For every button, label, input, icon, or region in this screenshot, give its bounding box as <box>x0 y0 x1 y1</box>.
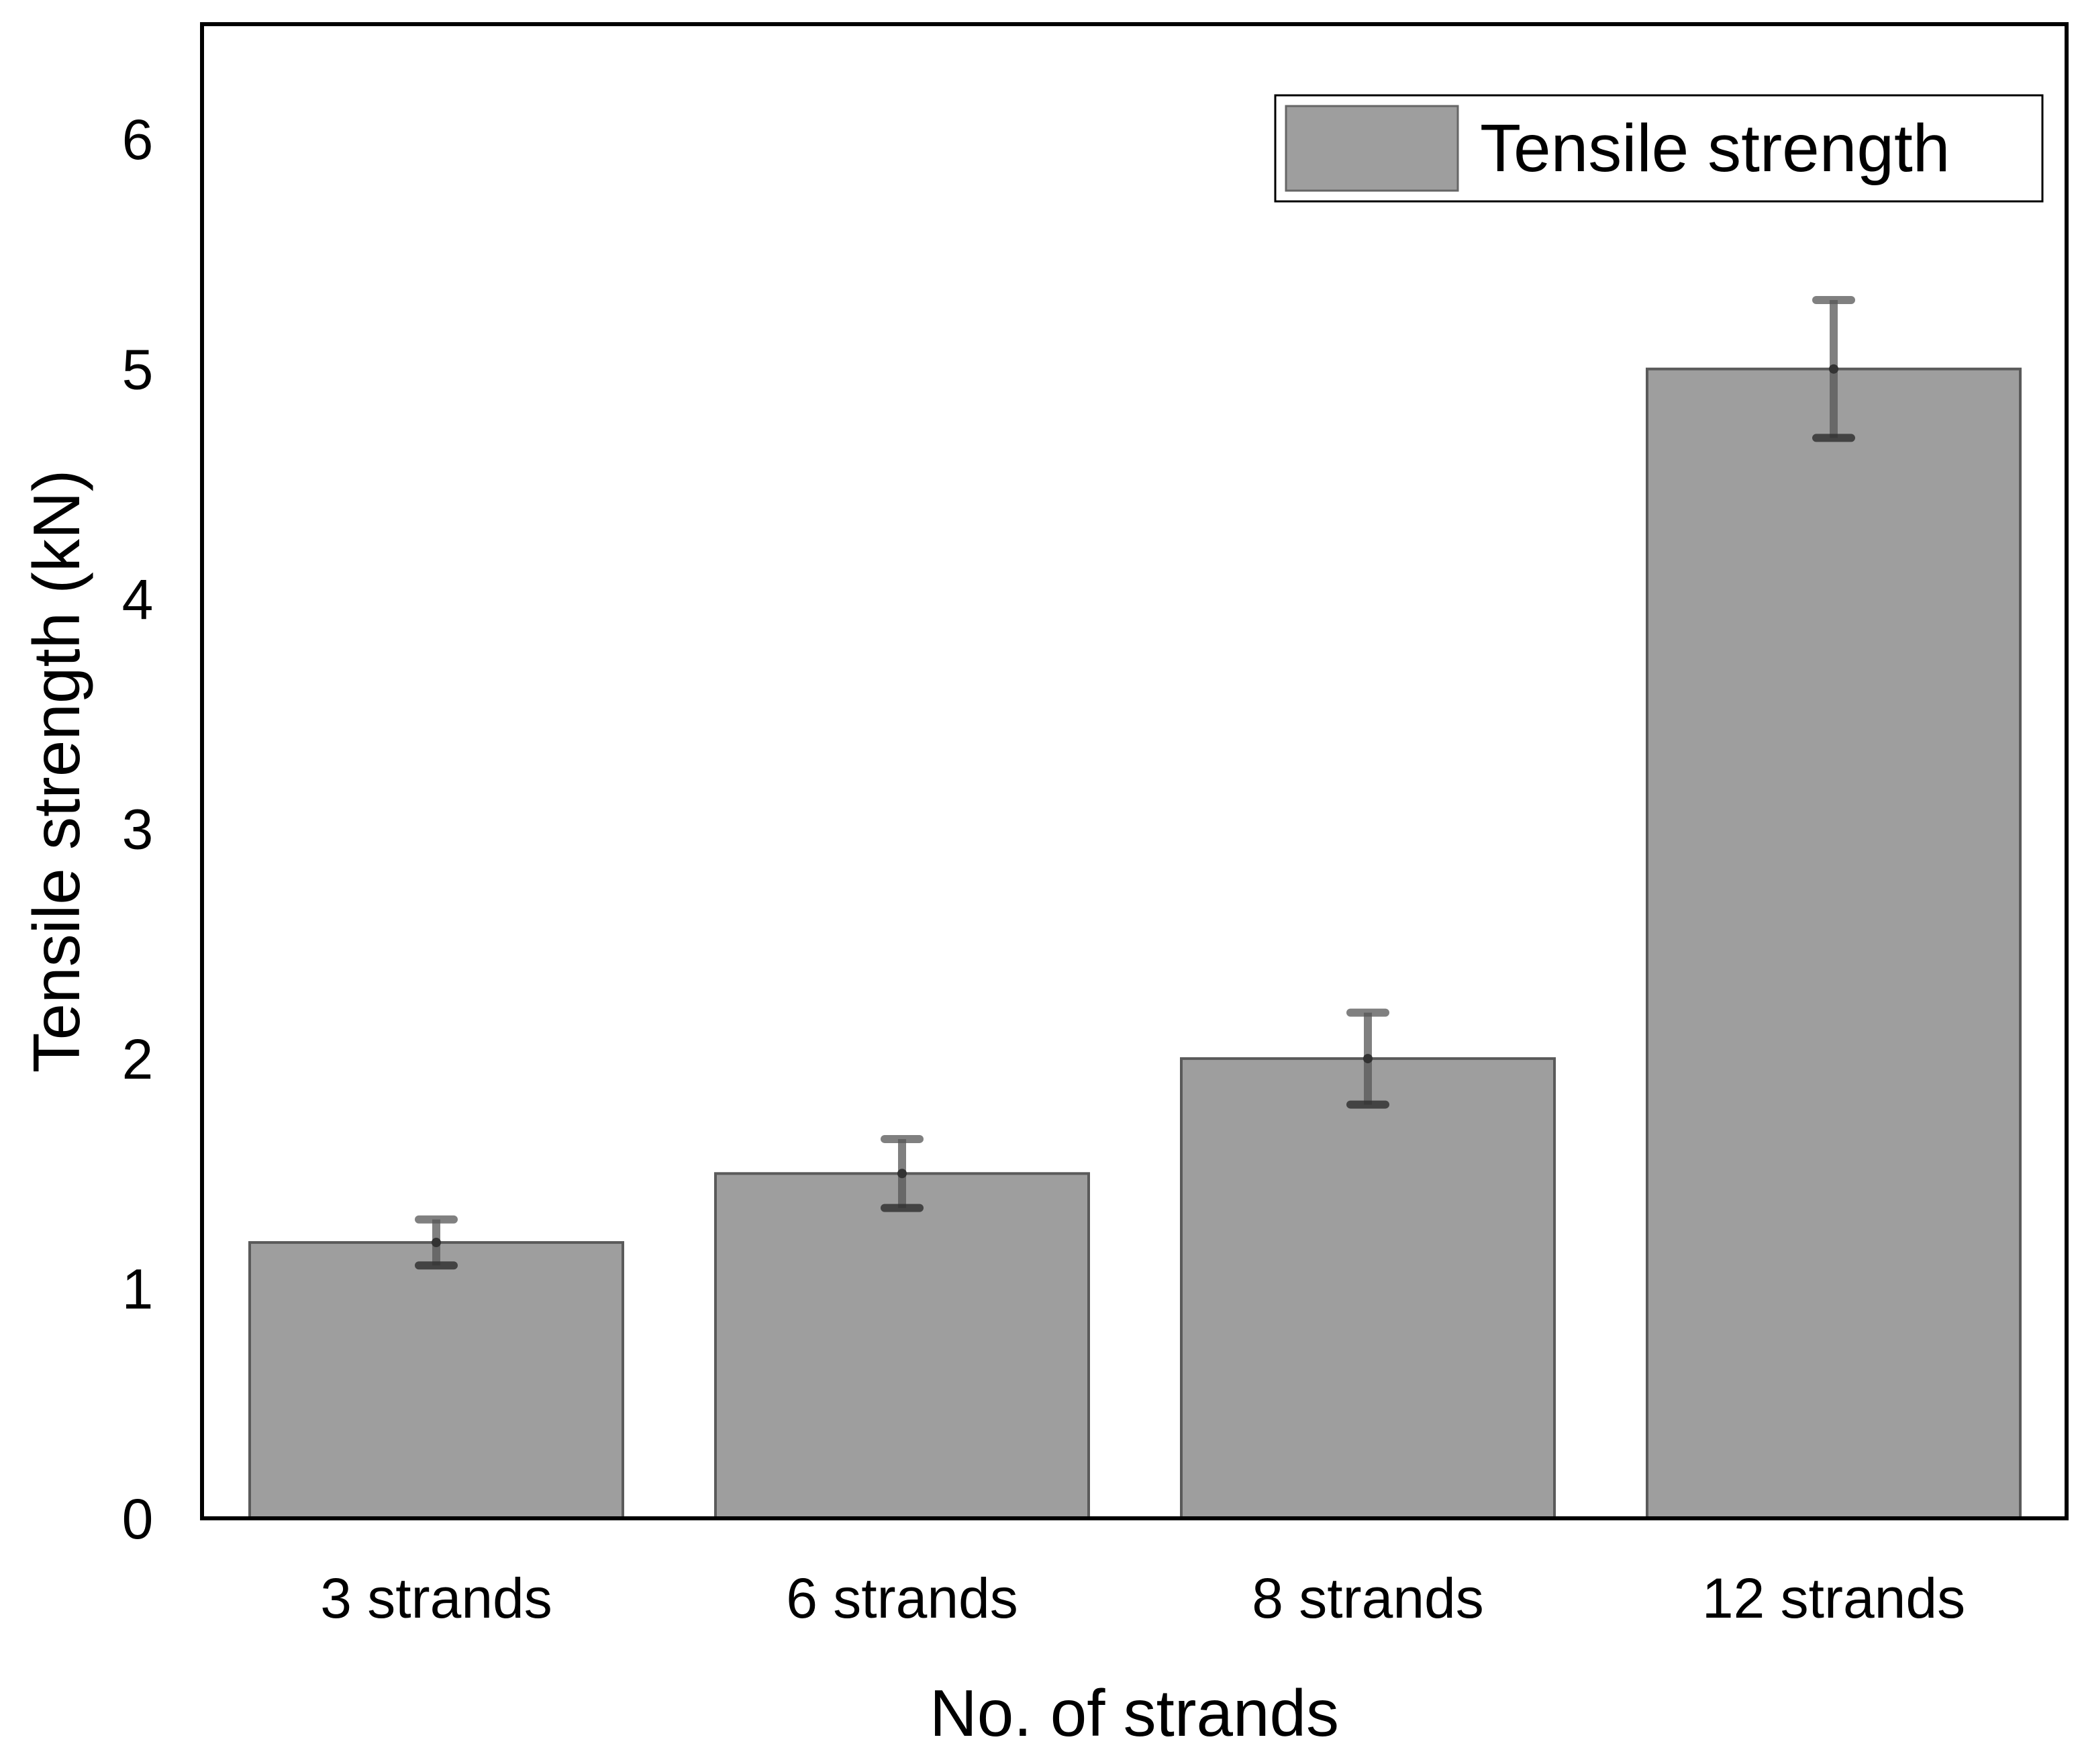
x-tick-labels: 3 strands 6 strands 8 strands 12 strands <box>320 1567 1965 1630</box>
error-bar-6-strands <box>881 1134 924 1212</box>
error-bar-3-strands <box>415 1215 458 1270</box>
error-bars-layer <box>415 295 1855 1270</box>
x-tick-label: 8 strands <box>1252 1567 1484 1630</box>
y-tick-label: 1 <box>122 1258 154 1321</box>
y-tick-label: 0 <box>122 1487 154 1551</box>
error-bar-12-strands <box>1812 295 1855 442</box>
x-tick-label: 12 strands <box>1702 1567 1965 1630</box>
bar-8-strands <box>1180 1057 1556 1520</box>
plot-frame <box>200 22 2069 1520</box>
y-axis-label: Tensile strength (kN) <box>19 470 93 1073</box>
x-tick-label: 6 strands <box>786 1567 1018 1630</box>
error-bar-center <box>897 1169 907 1179</box>
error-bar-center <box>1829 364 1838 374</box>
legend-label: Tensile strength <box>1480 111 1950 186</box>
y-tick-label: 2 <box>122 1028 154 1091</box>
bar-12-strands <box>1646 367 2022 1520</box>
y-tick-label: 3 <box>122 798 154 861</box>
bar-6-strands <box>714 1172 1090 1520</box>
y-tick-labels: 0 1 2 3 4 5 6 <box>122 108 154 1551</box>
bars-layer <box>248 367 2022 1520</box>
y-tick-label: 6 <box>122 108 154 171</box>
error-bar-center <box>1363 1054 1373 1064</box>
x-tick-label: 3 strands <box>320 1567 552 1630</box>
error-bar-center <box>432 1238 441 1248</box>
legend-swatch <box>1285 105 1459 192</box>
x-axis-label: No. of strands <box>930 1676 1339 1750</box>
bar-3-strands <box>248 1241 624 1520</box>
y-tick-label: 5 <box>122 338 154 401</box>
legend: Tensile strength <box>1274 94 2044 203</box>
error-bar-8-strands <box>1346 1008 1389 1109</box>
y-tick-label: 4 <box>122 568 154 631</box>
